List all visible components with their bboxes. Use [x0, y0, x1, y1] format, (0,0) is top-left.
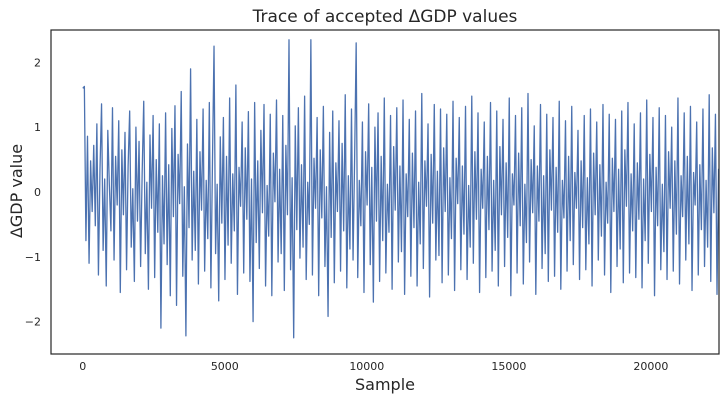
x-tick-label: 5000	[211, 360, 239, 373]
x-tick-label: 10000	[349, 360, 384, 373]
x-tick-label: 20000	[633, 360, 668, 373]
series-line	[82, 39, 719, 339]
y-tick-label: 0	[34, 186, 41, 199]
y-tick-label: −1	[25, 251, 41, 264]
y-axis-ticks: −2 −1 0 1 2	[25, 56, 41, 328]
chart-title: Trace of accepted ΔGDP values	[252, 7, 518, 27]
y-tick-label: 1	[34, 121, 41, 134]
series-layer	[82, 39, 719, 339]
y-tick-label: 2	[34, 56, 41, 69]
x-tick-label: 15000	[491, 360, 526, 373]
y-tick-label: −2	[25, 316, 41, 329]
plot-frame	[50, 29, 720, 355]
x-tick-label: 0	[79, 360, 86, 373]
x-axis-ticks: 0 5000 10000 15000 20000	[79, 360, 668, 373]
y-axis-label: ΔGDP value	[7, 144, 26, 238]
x-axis-label: Sample	[355, 375, 415, 394]
